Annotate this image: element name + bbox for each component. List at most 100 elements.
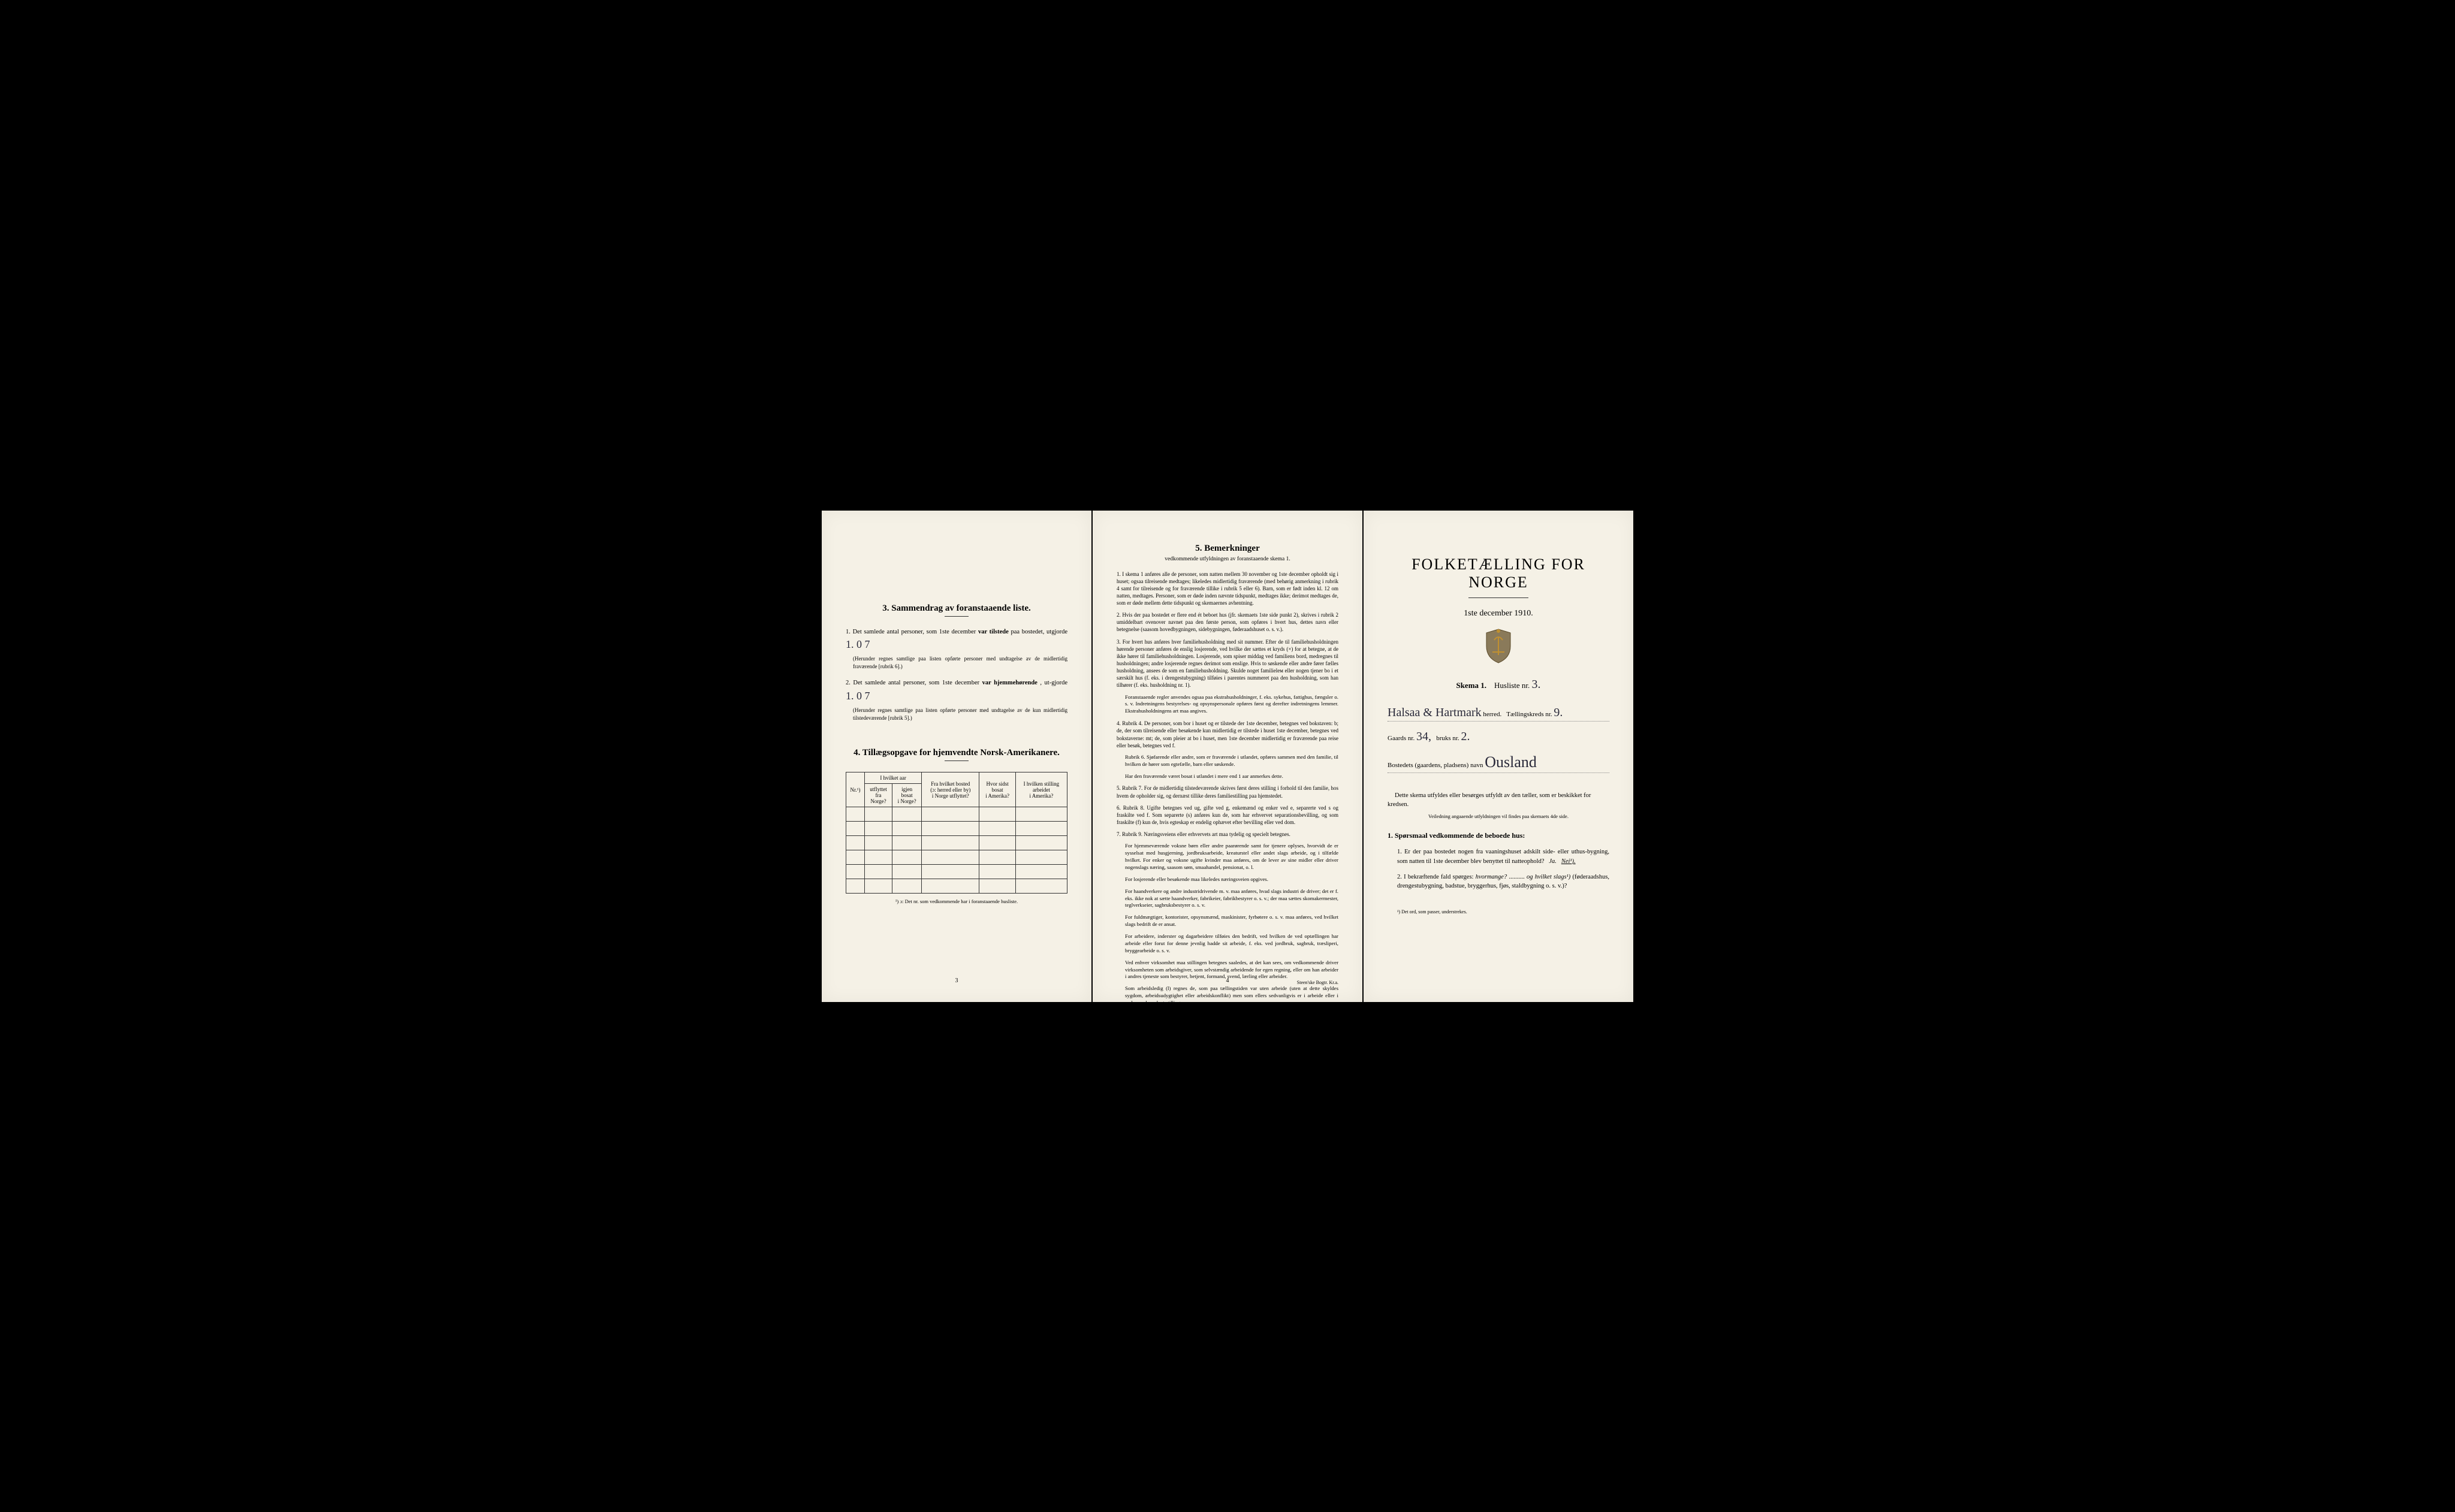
herred-field: Halsaa & Hartmark herred. Tællingskreds … xyxy=(1388,706,1609,722)
husliste-value: 3. xyxy=(1532,678,1541,691)
col-from: Fra hvilket bosted (ɔ: herred eller by) … xyxy=(922,772,979,807)
divider xyxy=(945,616,969,617)
coat-of-arms-icon xyxy=(1388,628,1609,667)
remark-7e: For fuldmægtiger, kontorister, opsynsmæn… xyxy=(1125,914,1338,928)
page-left: 3. Sammendrag av foranstaaende liste. 1.… xyxy=(822,511,1091,1002)
skema-label: Skema 1. xyxy=(1456,681,1486,690)
table-row xyxy=(846,836,1067,850)
section-5-title-text: Bemerkninger xyxy=(1204,544,1259,553)
remark-1: 1. I skema 1 anføres alle de personer, s… xyxy=(1117,571,1338,607)
q2-howmany: hvormange? xyxy=(1476,874,1507,880)
husliste-label: Husliste nr. xyxy=(1494,681,1530,690)
question-header: 1. Spørsmaal vedkommende de beboede hus: xyxy=(1388,831,1609,840)
remark-8: 8. Rubrik 14. Sinker og lignende aandssl… xyxy=(1117,1076,1338,1090)
bosted-value: Ousland xyxy=(1485,753,1537,771)
section-3-title: 3. Sammendrag av foranstaaende liste. xyxy=(846,603,1067,614)
table-footnote: ¹) ɔ: Det nr. som vedkommende har i fora… xyxy=(846,898,1067,904)
q1-ja: Ja. xyxy=(1549,858,1557,865)
section-4-number: 4. xyxy=(853,748,860,757)
q1-text: Er der paa bostedet nogen fra vaaningshu… xyxy=(1397,849,1609,865)
kreds-value: 9. xyxy=(1554,706,1563,719)
census-main-title: FOLKETÆLLING FOR NORGE xyxy=(1388,556,1609,591)
item-2-value: 1. 0 7 xyxy=(846,688,894,704)
bruks-value: 2. xyxy=(1461,730,1470,743)
section-5-subtitle: vedkommende utfyldningen av foranstaaend… xyxy=(1117,556,1338,562)
remark-7b: For hjemmeværende voksne børn eller andr… xyxy=(1125,843,1338,871)
skema-line: Skema 1. Husliste nr. 3. xyxy=(1388,678,1609,692)
item-1-note: (Herunder regnes samtlige paa listen opf… xyxy=(853,655,1067,670)
item-1-value: 1. 0 7 xyxy=(846,636,894,653)
item-2-text2: , ut-gjorde xyxy=(1040,680,1067,686)
gaards-field: Gaards nr. 34, bruks nr. 2. xyxy=(1388,730,1609,745)
col-nr: Nr.¹) xyxy=(846,772,865,807)
table-row xyxy=(846,879,1067,894)
item-1-text: Det samlede antal personer, som 1ste dec… xyxy=(853,629,976,635)
remark-4c: Har den fraværende været bosat i utlande… xyxy=(1125,773,1338,780)
question-1: 1. Er der paa bostedet nogen fra vaaning… xyxy=(1397,847,1609,867)
remark-7g: Ved enhver virksomhet maa stillingen bet… xyxy=(1125,959,1338,981)
q-header-num: 1. xyxy=(1388,831,1393,840)
remark-2: 2. Hvis der paa bostedet er flere end ét… xyxy=(1117,611,1338,633)
emigrant-table: Nr.¹) I hvilket aar Fra hvilket bosted (… xyxy=(846,772,1067,894)
section-5-number: 5. xyxy=(1195,544,1202,553)
item-1-bold: var tilstede xyxy=(978,629,1009,635)
q2-num: 2. xyxy=(1397,874,1402,880)
q1-num: 1. xyxy=(1397,849,1402,855)
remark-3b: Foranstaaende regler anvendes ogsaa paa … xyxy=(1125,694,1338,716)
divider xyxy=(945,760,969,761)
table-row xyxy=(846,807,1067,822)
section-3-title-text: Sammendrag av foranstaaende liste. xyxy=(891,603,1031,613)
bosted-field: Bostedets (gaardens, pladsens) navn Ousl… xyxy=(1388,753,1609,773)
page-number: 4 xyxy=(1226,977,1229,984)
kreds-label: Tællingskreds nr. xyxy=(1506,711,1552,718)
remark-7: 7. Rubrik 9. Næringsveiens eller erhverv… xyxy=(1117,831,1338,838)
remark-4: 4. Rubrik 4. De personer, som bor i huse… xyxy=(1117,720,1338,749)
q1-nei: Nei¹). xyxy=(1561,858,1576,865)
q-header-text: Spørsmaal vedkommende de beboede hus: xyxy=(1395,831,1525,840)
herred-label: herred. xyxy=(1483,711,1501,718)
gaards-value: 34, xyxy=(1416,730,1431,743)
remark-7j: Lever man hovedsagelig av formue, pensio… xyxy=(1125,1038,1338,1052)
gaards-label: Gaards nr. xyxy=(1388,735,1415,742)
table-row xyxy=(846,822,1067,836)
section-5-title: 5. Bemerkninger xyxy=(1117,544,1338,554)
col-year: I hvilket aar xyxy=(865,772,922,784)
remark-7k: Ved forhenværende næringsdrivende, embed… xyxy=(1125,1057,1338,1071)
herred-value: Halsaa & Hartmark xyxy=(1388,706,1482,719)
q2-whichkind: og hvilket slags¹) xyxy=(1527,874,1570,880)
item-2-num: 2. xyxy=(846,680,850,686)
col-emigrated: utflyttet fra Norge? xyxy=(865,784,892,807)
page-number: 3 xyxy=(955,977,958,984)
item-1-text2: paa bostedet, utgjorde xyxy=(1011,629,1067,635)
census-date: 1ste december 1910. xyxy=(1388,609,1609,618)
item-2-bold: var hjemmehørende xyxy=(982,680,1038,686)
table-header-row-1: Nr.¹) I hvilket aar Fra hvilket bosted (… xyxy=(846,772,1067,784)
bruks-label: bruks nr. xyxy=(1436,735,1459,742)
page3-footnote: ¹) Det ord, som passer, understrekes. xyxy=(1397,909,1609,915)
remark-7i: Ved alle saadanne stillinger, som baade … xyxy=(1125,1012,1338,1033)
question-2: 2. I bekræftende fald spørges: hvormange… xyxy=(1397,873,1609,892)
table-row xyxy=(846,850,1067,865)
page-right: FOLKETÆLLING FOR NORGE 1ste december 191… xyxy=(1364,511,1633,1002)
bosted-label: Bostedets (gaardens, pladsens) navn xyxy=(1388,762,1483,769)
col-position: I hvilken stilling arbeidet i Amerika? xyxy=(1015,772,1067,807)
section-4-title: 4. Tillægsopgave for hjemvendte Norsk-Am… xyxy=(846,748,1067,758)
summary-item-2: 2. Det samlede antal personer, som 1ste … xyxy=(846,678,1067,722)
document-triptych: 3. Sammendrag av foranstaaende liste. 1.… xyxy=(822,511,1633,1002)
remark-7f: For arbeidere, inderster og dagarbeidere… xyxy=(1125,933,1338,955)
item-1-num: 1. xyxy=(846,629,850,635)
instruction-text: Dette skema utfyldes eller besørges utfy… xyxy=(1388,791,1609,810)
remark-7d: For haandverkere og andre industridriven… xyxy=(1125,888,1338,910)
q2-text: I bekræftende fald spørges: xyxy=(1404,874,1473,880)
page-middle: 5. Bemerkninger vedkommende utfyldningen… xyxy=(1093,511,1362,1002)
remark-7h: Som arbeidsledig (l) regnes de, som paa … xyxy=(1125,985,1338,1007)
remark-7c: For losjerende eller besøkende maa likel… xyxy=(1125,876,1338,883)
small-instruction: Veiledning angaaende utfyldningen vil fi… xyxy=(1388,813,1609,819)
remark-3: 3. For hvert hus anføres hver familiehus… xyxy=(1117,638,1338,689)
table-row xyxy=(846,865,1067,879)
section-4-title-text: Tillægsopgave for hjemvendte Norsk-Ameri… xyxy=(862,748,1060,757)
remark-4b: Rubrik 6. Sjøfarende eller andre, som er… xyxy=(1125,754,1338,768)
summary-item-1: 1. Det samlede antal personer, som 1ste … xyxy=(846,627,1067,671)
item-2-text: Det samlede antal personer, som 1ste dec… xyxy=(853,680,979,686)
section-3-number: 3. xyxy=(882,603,889,613)
